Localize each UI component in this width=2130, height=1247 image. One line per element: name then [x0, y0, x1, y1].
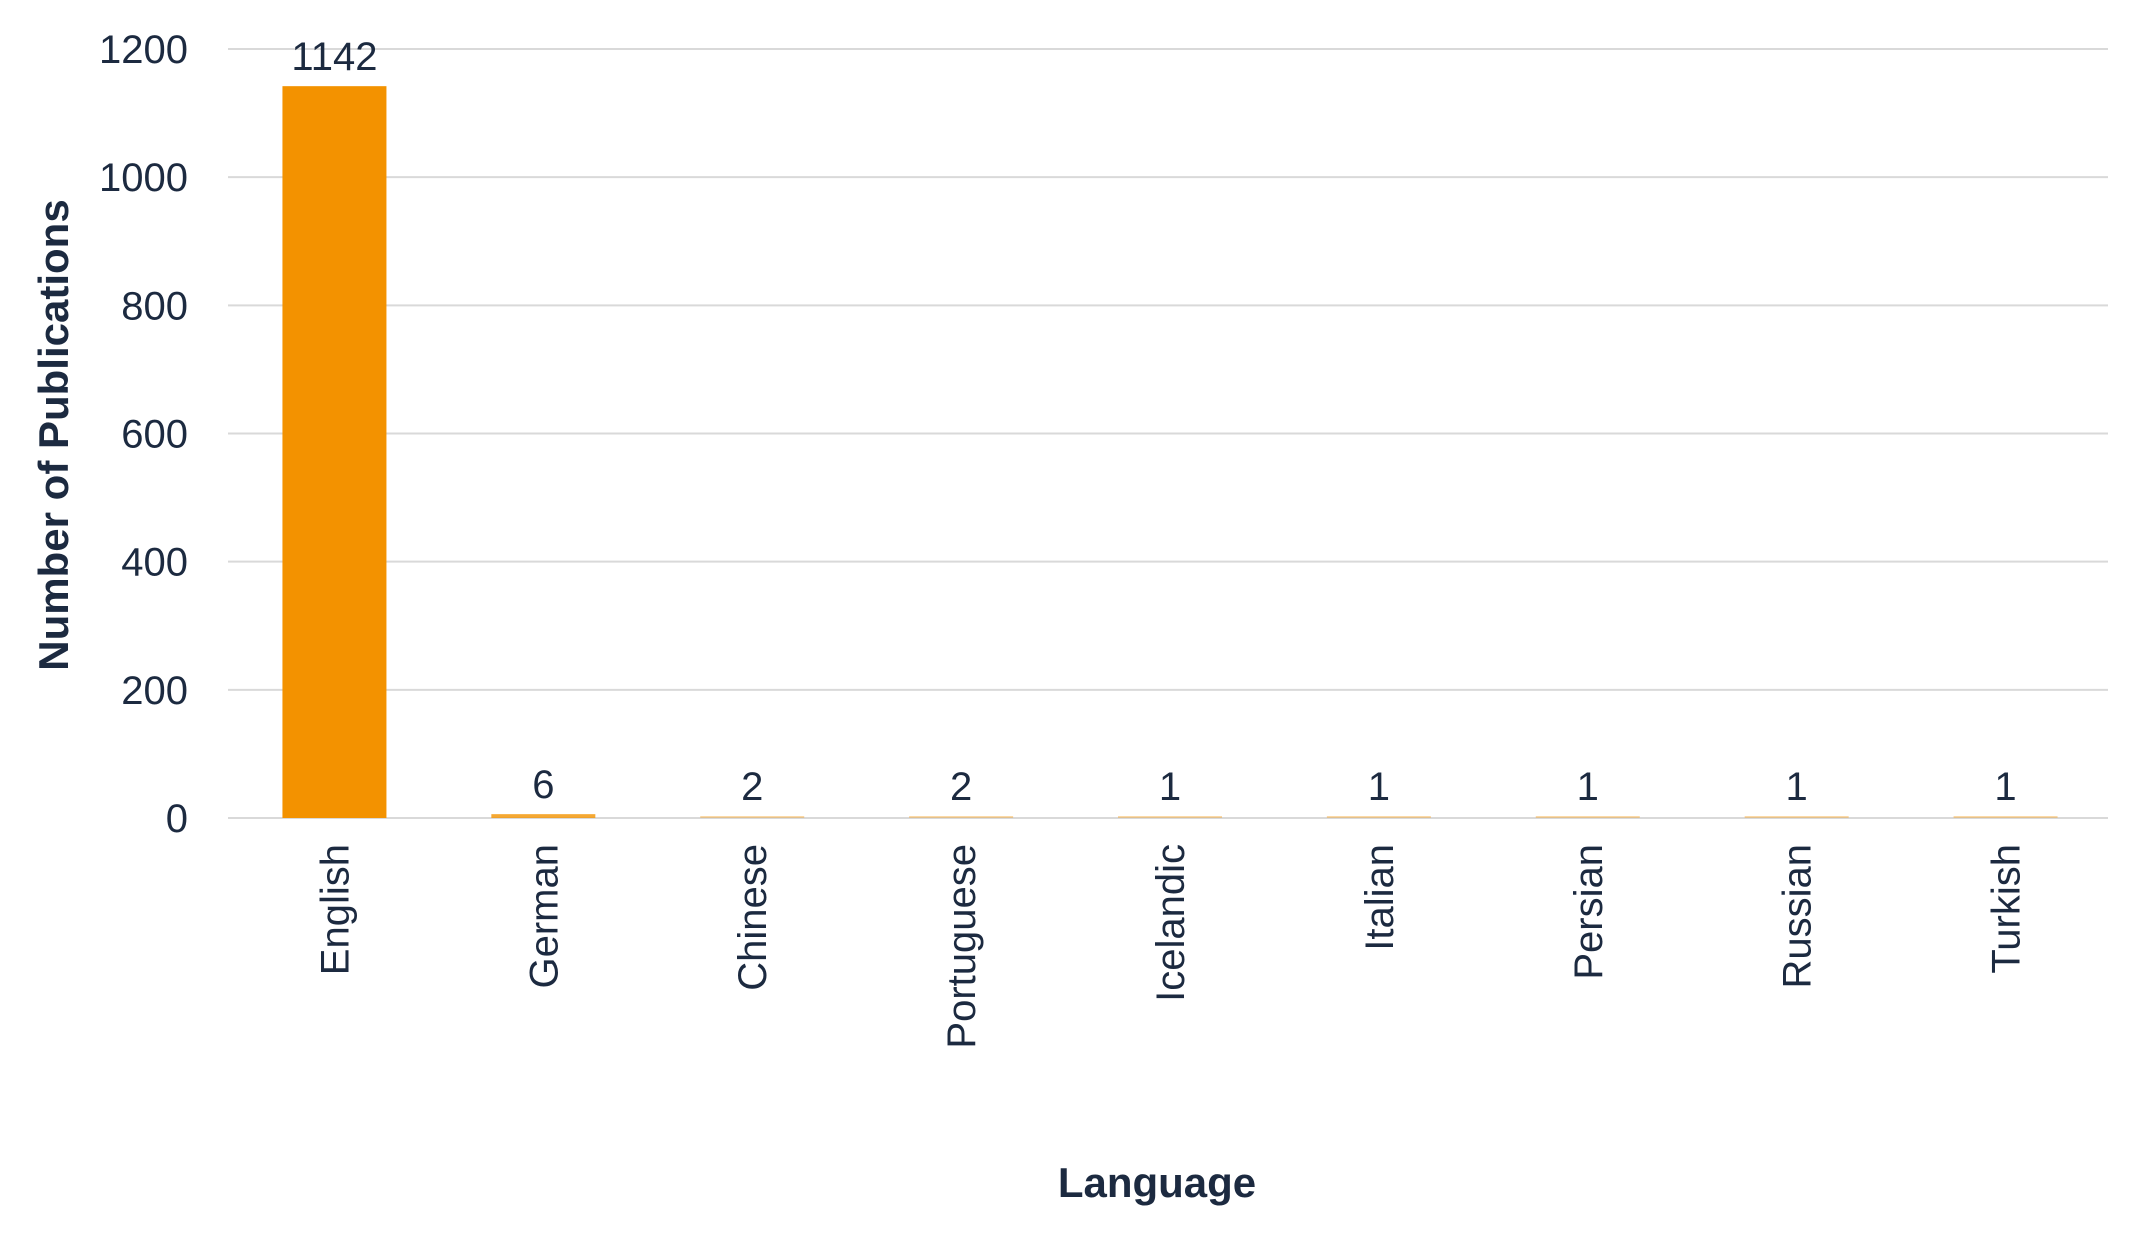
x-tick-label-english: English	[313, 844, 357, 975]
bar-russian	[1744, 816, 1849, 818]
x-tick-label-italian: Italian	[1358, 844, 1402, 951]
data-label-persian: 1	[1577, 765, 1599, 809]
x-tick-label-persian: Persian	[1567, 844, 1611, 980]
bar-german	[491, 814, 596, 818]
y-tick-label: 200	[121, 669, 188, 713]
bars	[282, 86, 2058, 818]
bar-turkish	[1953, 816, 2058, 818]
y-tick-label: 1000	[99, 156, 188, 200]
y-axis-title: Number of Publications	[30, 199, 77, 670]
data-label-portuguese: 2	[950, 765, 972, 809]
data-label-chinese: 2	[741, 765, 763, 809]
bar-chinese	[700, 816, 805, 818]
bar-italian	[1326, 816, 1431, 818]
x-tick-label-icelandic: Icelandic	[1149, 844, 1193, 1002]
data-label-russian: 1	[1786, 765, 1808, 809]
gridlines	[228, 48, 2108, 819]
y-tick-label: 400	[121, 541, 188, 585]
y-tick-label: 600	[121, 413, 188, 457]
x-tick-label-chinese: Chinese	[731, 844, 775, 991]
bar-english	[282, 86, 387, 818]
data-label-turkish: 1	[1994, 765, 2016, 809]
data-label-english: 1142	[291, 35, 377, 79]
x-axis-title: Language	[1058, 1159, 1256, 1206]
x-tick-label-russian: Russian	[1776, 844, 1820, 989]
y-tick-label: 800	[121, 284, 188, 328]
bar-persian	[1535, 816, 1640, 818]
data-label-italian: 1	[1368, 765, 1390, 809]
bar-portuguese	[909, 816, 1014, 818]
x-tick-label-portuguese: Portuguese	[940, 844, 984, 1049]
x-tick-label-turkish: Turkish	[1985, 844, 2029, 974]
x-tick-label-german: German	[522, 844, 566, 989]
y-tick-label: 0	[166, 797, 188, 841]
y-tick-label: 1200	[99, 28, 188, 72]
data-label-icelandic: 1	[1159, 765, 1181, 809]
x-axis-ticks: English German Chinese Portuguese Icelandic I…	[313, 844, 2028, 1049]
bar-icelandic	[1118, 816, 1222, 818]
data-label-german: 6	[532, 763, 554, 807]
y-axis-ticks: 0 200 400 600 800 1000 1200	[99, 28, 188, 841]
data-labels: 1142 6 2 2 1 1 1 1 1	[291, 35, 2016, 809]
